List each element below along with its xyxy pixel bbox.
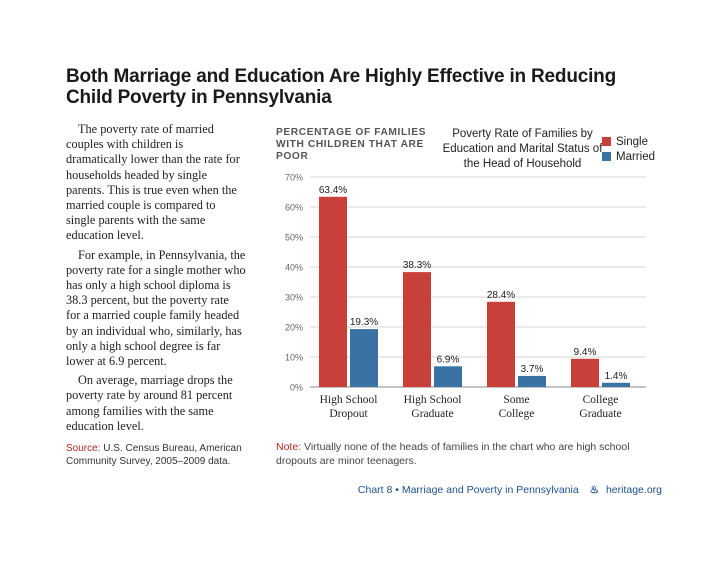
legend-label-married: Married — [616, 150, 655, 163]
bar-married — [434, 366, 462, 387]
source-text: U.S. Census Bureau, American Community S… — [66, 443, 242, 467]
legend-item-single: Single — [602, 134, 655, 149]
bar-single — [319, 196, 347, 387]
data-label-single: 38.3% — [403, 260, 431, 271]
y-tick-label: 0% — [290, 383, 303, 393]
x-tick-label: Dropout — [329, 408, 368, 420]
bar-married — [350, 329, 378, 387]
bar-single — [571, 358, 599, 387]
chart-ylabel: PERCENTAGE OF FAMILIES WITH CHILDREN THA… — [276, 127, 426, 162]
y-tick-label: 60% — [285, 203, 303, 213]
note-text: Virtually none of the heads of families … — [276, 441, 630, 467]
liberty-bell-icon: ♨ — [589, 484, 600, 496]
body-paragraph: On average, marriage drops the poverty r… — [66, 373, 233, 433]
footer-chart-ref: Chart 8 • Marriage and Poverty in Pennsy… — [357, 484, 579, 496]
y-tick-label: 20% — [285, 323, 303, 333]
legend-swatch-single — [602, 137, 611, 146]
page-title: Both Marriage and Education Are Highly E… — [66, 66, 616, 108]
bar-single — [403, 272, 431, 387]
x-tick-label: High School — [404, 394, 462, 406]
source-note: Source: U.S. Census Bureau, American Com… — [66, 442, 251, 468]
x-tick-label: Some — [503, 394, 529, 406]
footer: Chart 8 • Marriage and Poverty in Pennsy… — [330, 484, 662, 496]
y-tick-label: 70% — [285, 173, 303, 183]
chart-note: Note: Virtually none of the heads of fam… — [276, 440, 646, 468]
chart-title: Poverty Rate of Families by Education an… — [442, 128, 603, 170]
y-tick-label: 30% — [285, 293, 303, 303]
legend-swatch-married — [602, 152, 611, 161]
x-tick-label: Graduate — [579, 408, 621, 420]
chart-legend: Single Married — [602, 134, 655, 164]
data-label-married: 3.7% — [521, 364, 544, 375]
x-tick-label: Graduate — [411, 408, 453, 420]
data-label-single: 28.4% — [487, 290, 515, 301]
data-label-single: 9.4% — [574, 347, 597, 358]
y-tick-label: 50% — [285, 233, 303, 243]
note-label: Note: — [276, 441, 302, 453]
body-paragraph: The poverty rate of married couples with… — [66, 122, 240, 243]
x-tick-label: College — [499, 408, 535, 420]
data-label-married: 6.9% — [437, 354, 460, 365]
bar-married — [518, 375, 546, 387]
data-label-single: 63.4% — [319, 185, 347, 196]
data-label-married: 1.4% — [605, 371, 628, 382]
legend-item-married: Married — [602, 149, 655, 164]
footer-site-link[interactable]: heritage.org — [605, 484, 662, 496]
body-paragraph: For example, in Pennsylvania, the povert… — [66, 247, 246, 369]
data-label-married: 19.3% — [350, 317, 378, 328]
legend-label-single: Single — [616, 135, 648, 148]
x-tick-label: High School — [320, 394, 378, 406]
x-tick-label: College — [583, 394, 619, 406]
bar-married — [602, 382, 630, 387]
bar-single — [487, 301, 515, 387]
y-tick-label: 10% — [285, 353, 303, 363]
body-text: The poverty rate of married couples with… — [66, 122, 246, 434]
source-label: Source: — [66, 443, 101, 454]
y-tick-label: 40% — [285, 263, 303, 273]
